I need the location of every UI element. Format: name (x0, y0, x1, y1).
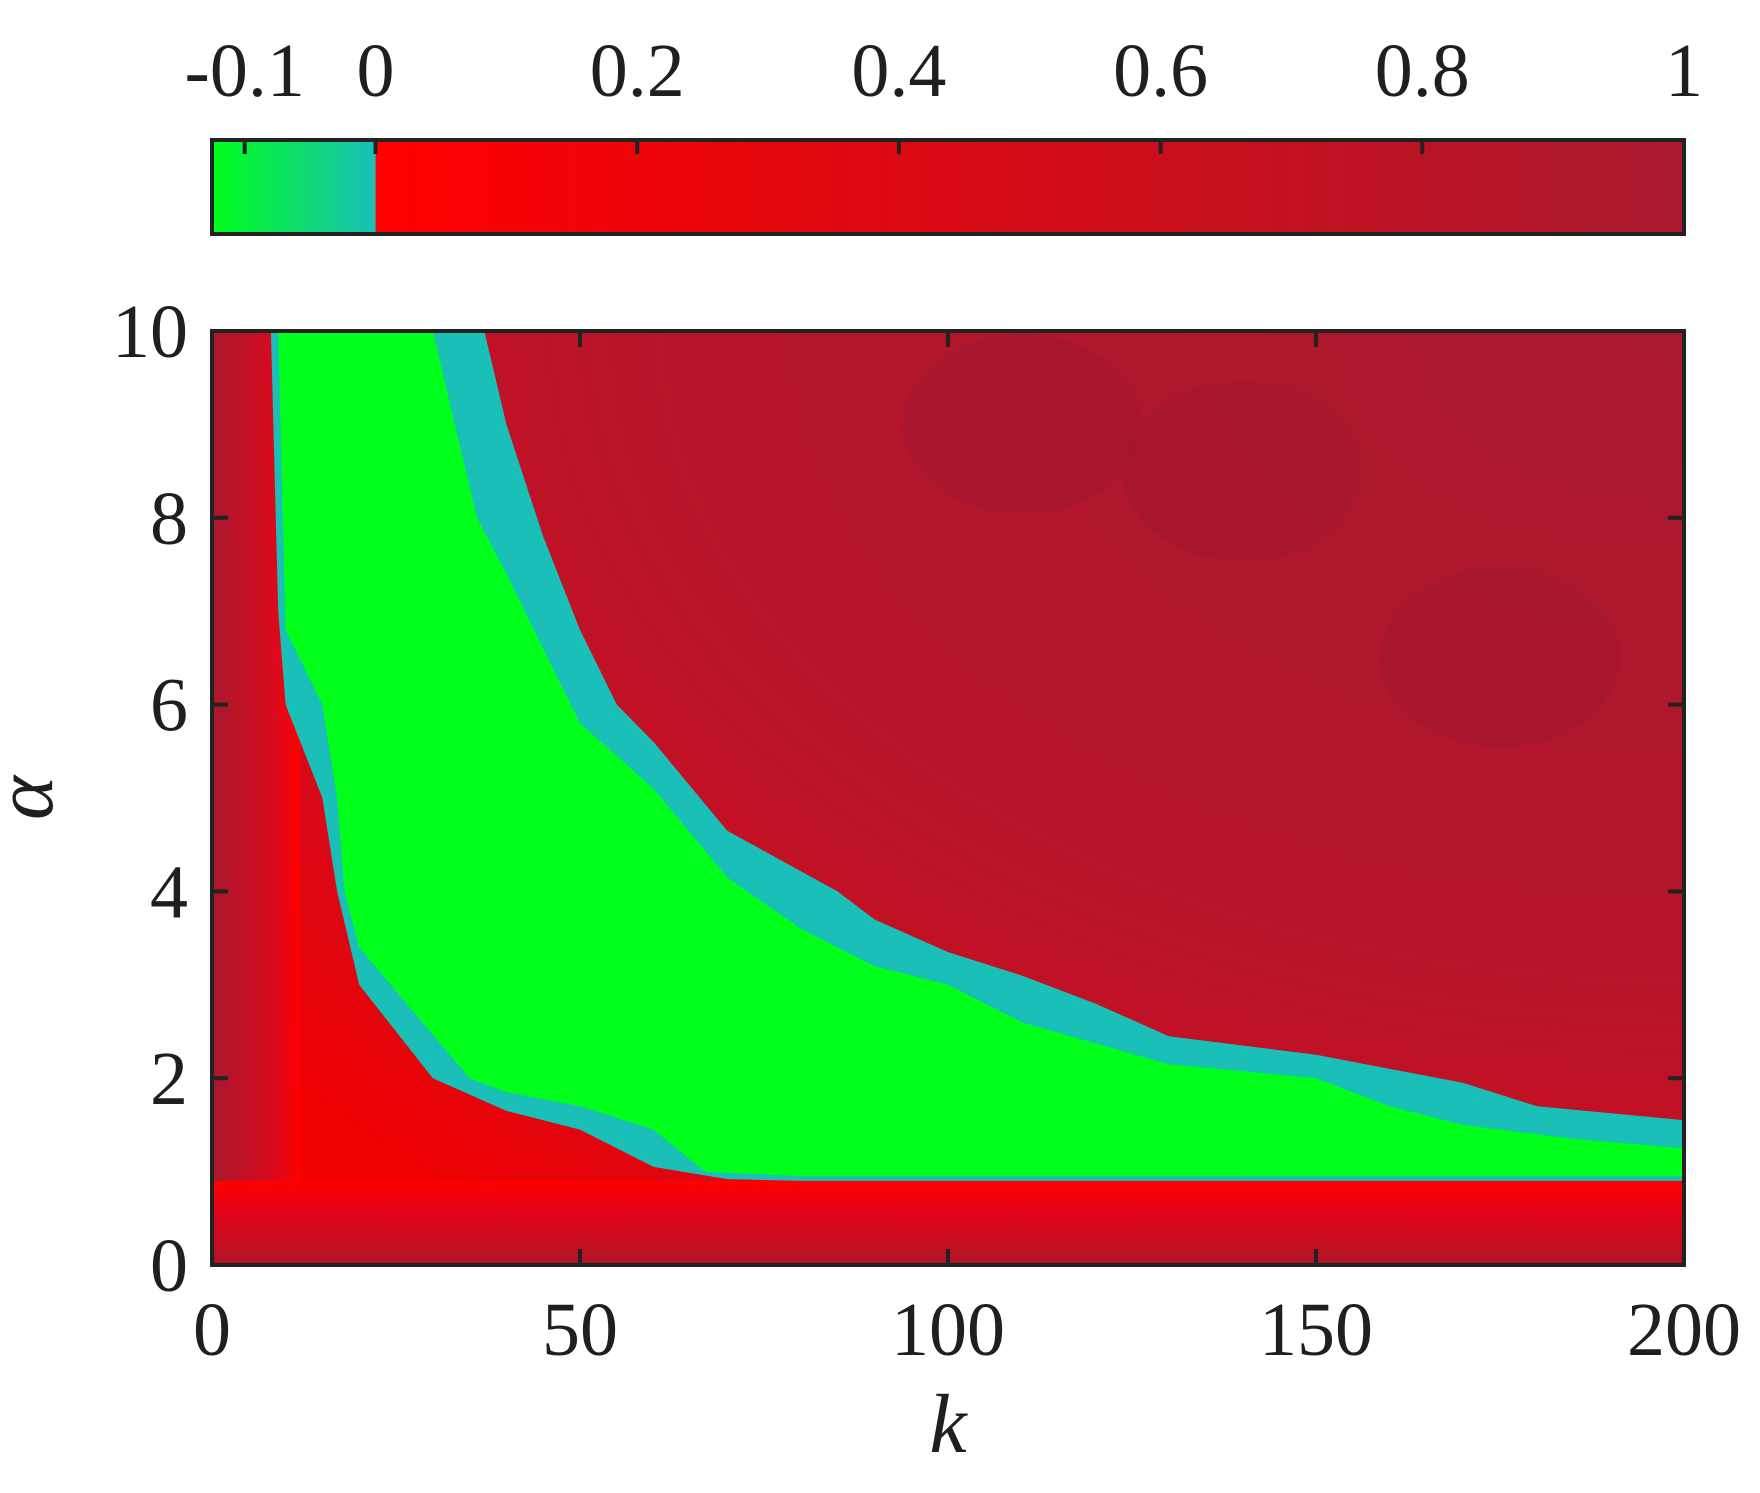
dark-patch (901, 334, 1142, 515)
x-axis-tick-labels: 0 50 100 150 200 (193, 1288, 1741, 1372)
y-tick-label: 0 (150, 1224, 188, 1308)
colorbar-tick-labels: -0.1 0 0.2 0.4 0.6 0.8 1 (185, 29, 1703, 113)
colorbar: -0.1 0 0.2 0.4 0.6 0.8 1 (185, 29, 1703, 236)
y-tick-label: 6 (150, 664, 188, 748)
x-tick-label: 50 (542, 1288, 618, 1372)
x-tick-label: 150 (1259, 1288, 1373, 1372)
heatmap-dark-patches (901, 334, 1620, 748)
colorbar-tick-label: 0 (357, 29, 395, 113)
y-tick-label: 4 (150, 850, 188, 934)
colorbar-negative-segment (212, 140, 376, 234)
x-axis-ticks (210, 331, 1686, 1265)
green-contour-region (278, 331, 1684, 1177)
colorbar-positive-segment (375, 140, 1684, 234)
colorbar-tick-label: 1 (1665, 29, 1703, 113)
colorbar-tick-label: 0.2 (590, 29, 685, 113)
colorbar-tick-label: 0.8 (1375, 29, 1470, 113)
x-tick-label: 0 (193, 1288, 231, 1372)
dark-patch (1380, 567, 1620, 748)
y-tick-label: 10 (112, 290, 188, 374)
colorbar-ticks (242, 140, 1686, 154)
y-axis-tick-labels: 0 2 4 6 8 10 (112, 290, 188, 1308)
colorbar-tick-label: 0.4 (851, 29, 946, 113)
y-axis-ticks (212, 329, 1684, 1267)
colorbar-tick-label: -0.1 (185, 29, 305, 113)
y-tick-label: 2 (150, 1037, 188, 1121)
colorbar-frame (210, 138, 1686, 236)
dark-patch (1122, 381, 1363, 562)
x-axis-label: k (929, 1378, 968, 1471)
x-tick-label: 200 (1627, 1288, 1741, 1372)
y-tick-label: 8 (150, 477, 188, 561)
y-axis-label: α (0, 774, 71, 820)
colorbar-tick-label: 0.6 (1113, 29, 1208, 113)
plot-area: 0 50 100 150 200 0 2 4 6 8 10 (112, 290, 1741, 1372)
x-tick-label: 100 (891, 1288, 1005, 1372)
